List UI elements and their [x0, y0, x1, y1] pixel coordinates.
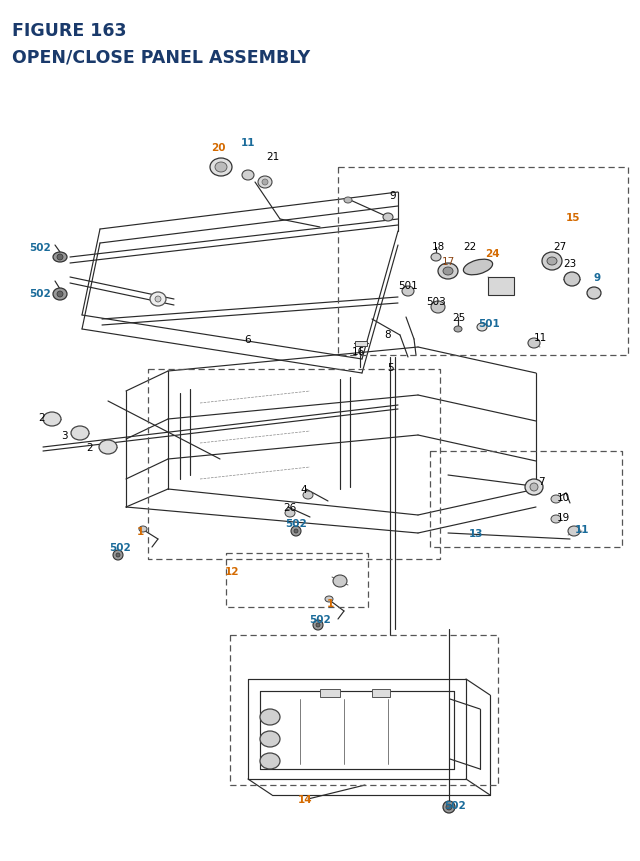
Ellipse shape: [542, 253, 562, 270]
Text: 5: 5: [387, 362, 394, 373]
Bar: [355, 342, 367, 347]
Ellipse shape: [333, 575, 347, 587]
Ellipse shape: [303, 492, 313, 499]
Ellipse shape: [525, 480, 543, 495]
Ellipse shape: [285, 510, 295, 517]
Ellipse shape: [53, 253, 67, 263]
Text: 25: 25: [452, 313, 466, 323]
Ellipse shape: [564, 273, 580, 287]
Ellipse shape: [446, 804, 452, 810]
Ellipse shape: [116, 554, 120, 557]
Text: 17: 17: [442, 257, 454, 267]
Bar: [372, 689, 390, 697]
Text: 502: 502: [444, 800, 466, 810]
Ellipse shape: [294, 530, 298, 533]
Ellipse shape: [443, 801, 455, 813]
Text: 11: 11: [533, 332, 547, 343]
Ellipse shape: [43, 412, 61, 426]
Ellipse shape: [260, 709, 280, 725]
Text: 502: 502: [109, 542, 131, 553]
Ellipse shape: [325, 597, 333, 603]
Text: 1: 1: [136, 526, 143, 536]
Ellipse shape: [262, 180, 268, 186]
Ellipse shape: [71, 426, 89, 441]
Ellipse shape: [530, 483, 538, 492]
Text: 6: 6: [244, 335, 252, 344]
Ellipse shape: [547, 257, 557, 266]
Text: 14: 14: [298, 794, 312, 804]
Text: 26: 26: [284, 503, 296, 512]
Ellipse shape: [551, 516, 561, 523]
Text: 1: 1: [326, 598, 333, 608]
Ellipse shape: [587, 288, 601, 300]
Text: 9: 9: [390, 191, 396, 201]
Text: OPEN/CLOSE PANEL ASSEMBLY: OPEN/CLOSE PANEL ASSEMBLY: [12, 48, 310, 66]
Ellipse shape: [454, 326, 462, 332]
Text: 11: 11: [241, 138, 255, 148]
Ellipse shape: [528, 338, 540, 349]
Bar: [320, 689, 340, 697]
Text: 4: 4: [301, 485, 307, 494]
Ellipse shape: [57, 255, 63, 261]
Text: 20: 20: [211, 143, 225, 152]
Ellipse shape: [463, 260, 493, 276]
Text: 2: 2: [38, 412, 45, 423]
Ellipse shape: [313, 620, 323, 630]
Text: 11: 11: [575, 524, 589, 535]
Ellipse shape: [57, 292, 63, 298]
Ellipse shape: [316, 623, 320, 628]
Text: 13: 13: [468, 529, 483, 538]
Text: 23: 23: [563, 258, 577, 269]
Ellipse shape: [99, 441, 117, 455]
Text: 503: 503: [426, 297, 446, 307]
Bar: [488, 278, 514, 295]
Text: 16: 16: [351, 347, 365, 356]
Text: 502: 502: [29, 288, 51, 299]
Ellipse shape: [113, 550, 123, 561]
Text: 501: 501: [478, 319, 500, 329]
Text: 9: 9: [593, 273, 600, 282]
Ellipse shape: [260, 753, 280, 769]
Ellipse shape: [291, 526, 301, 536]
Text: 15: 15: [566, 213, 580, 223]
Ellipse shape: [551, 495, 561, 504]
Ellipse shape: [260, 731, 280, 747]
Text: 24: 24: [484, 249, 499, 258]
Ellipse shape: [402, 287, 414, 297]
Text: 21: 21: [266, 152, 280, 162]
Text: 502: 502: [285, 518, 307, 529]
Text: 8: 8: [385, 330, 391, 339]
Text: 19: 19: [556, 512, 570, 523]
Text: 10: 10: [556, 492, 570, 503]
Text: 501: 501: [398, 281, 418, 291]
Ellipse shape: [431, 301, 445, 313]
Ellipse shape: [443, 268, 453, 276]
Ellipse shape: [150, 293, 166, 307]
Ellipse shape: [431, 254, 441, 262]
Text: 18: 18: [431, 242, 445, 251]
Ellipse shape: [155, 297, 161, 303]
Text: 502: 502: [29, 243, 51, 253]
Ellipse shape: [53, 288, 67, 300]
Ellipse shape: [210, 158, 232, 177]
Text: 3: 3: [61, 430, 67, 441]
Ellipse shape: [258, 177, 272, 189]
Text: 2: 2: [86, 443, 93, 453]
Text: 22: 22: [463, 242, 477, 251]
Text: 502: 502: [309, 614, 331, 624]
Ellipse shape: [438, 263, 458, 280]
Text: 7: 7: [538, 476, 544, 486]
Ellipse shape: [477, 324, 487, 331]
Ellipse shape: [242, 170, 254, 181]
Ellipse shape: [139, 526, 147, 532]
Text: 12: 12: [225, 567, 239, 576]
Ellipse shape: [215, 163, 227, 173]
Ellipse shape: [383, 214, 393, 222]
Ellipse shape: [568, 526, 580, 536]
Text: FIGURE 163: FIGURE 163: [12, 22, 127, 40]
Ellipse shape: [344, 198, 352, 204]
Text: 27: 27: [554, 242, 566, 251]
